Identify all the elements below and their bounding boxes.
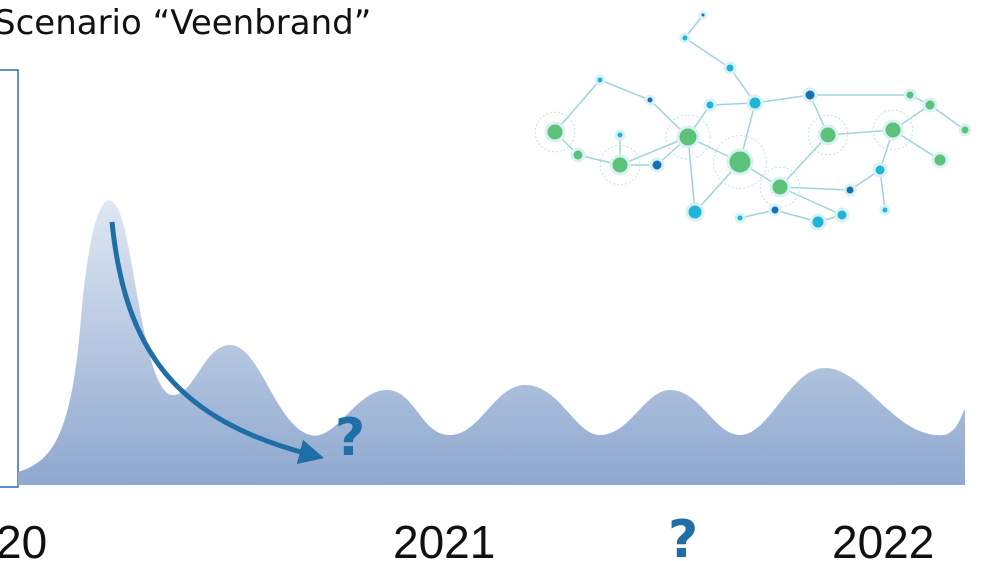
timeline-label: 20 [0, 516, 47, 561]
network-link [687, 136, 696, 213]
network-halo [872, 109, 914, 151]
network-link [619, 136, 689, 166]
network-node [703, 98, 717, 112]
network-node [802, 87, 818, 103]
network-node [649, 157, 665, 173]
network-link [554, 79, 601, 133]
network-halo [665, 114, 711, 160]
network-halo [713, 135, 767, 189]
question-mark: ? [668, 510, 698, 561]
network-node [609, 154, 631, 176]
wave-area [18, 200, 965, 485]
network-node [679, 32, 691, 44]
network-node [723, 61, 737, 75]
network-halo [807, 114, 849, 156]
network-node [931, 151, 949, 169]
network-node [614, 129, 626, 141]
network-node [817, 124, 839, 146]
network-node [769, 176, 791, 198]
network-halo [599, 144, 641, 186]
network-link [827, 129, 894, 136]
document-thumbnail [0, 69, 19, 488]
network-node [809, 213, 827, 231]
network-node [676, 125, 700, 149]
network-link [779, 186, 843, 216]
network-node [958, 123, 972, 137]
network-node [903, 88, 917, 102]
network-halo [534, 111, 576, 153]
network-link [599, 79, 651, 101]
network-node [726, 148, 754, 176]
network-node [872, 162, 888, 178]
network-node [570, 147, 586, 163]
network-graphic [534, 10, 972, 231]
network-node [843, 183, 857, 197]
network-node [685, 202, 705, 222]
network-node [834, 207, 850, 223]
network-node [768, 203, 782, 217]
network-node [644, 94, 656, 106]
slide-title: Scenario “Veenbrand” [0, 3, 371, 43]
network-node [734, 212, 746, 224]
network-node [882, 119, 904, 141]
network-node [698, 10, 708, 20]
timeline-label: 2021 [393, 516, 495, 561]
question-mark: ? [335, 408, 365, 468]
network-link [779, 134, 829, 188]
network-node [746, 94, 764, 112]
network-node [922, 97, 938, 113]
network-node [594, 74, 606, 86]
network-halo [759, 166, 801, 208]
network-node [544, 121, 566, 143]
trend-arrow [109, 221, 325, 465]
timeline-label: 2022 [832, 516, 934, 561]
network-node [879, 204, 891, 216]
network-link [779, 186, 851, 191]
network-link [684, 37, 731, 69]
network-link [754, 94, 811, 104]
